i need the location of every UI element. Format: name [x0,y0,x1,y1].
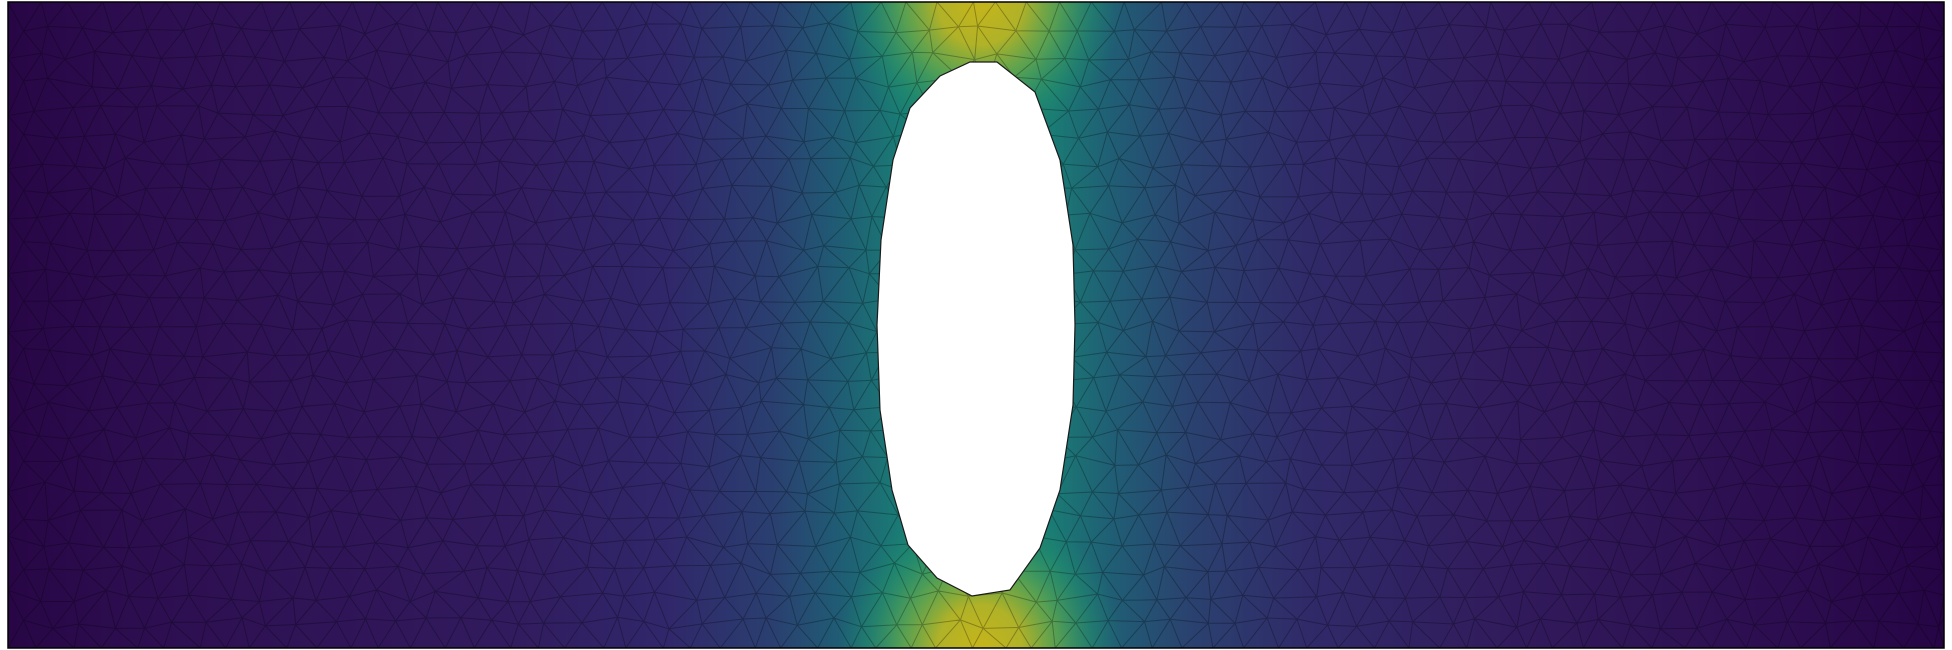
domain-outline [7,1,1945,649]
elliptical-hole [876,61,1076,597]
